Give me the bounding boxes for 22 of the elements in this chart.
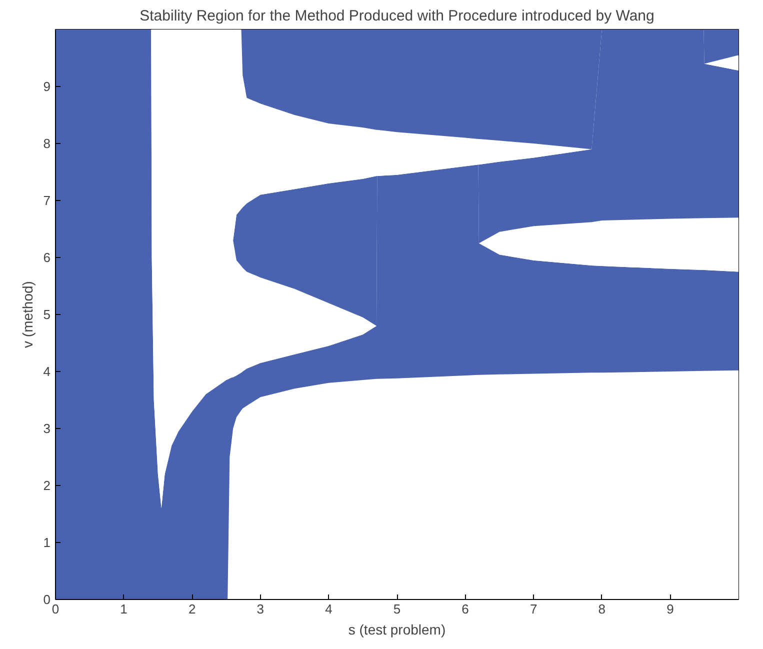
y-tick-label: 4 — [43, 364, 51, 379]
x-tick-label: 4 — [325, 602, 332, 616]
x-tick-label: 7 — [530, 602, 538, 616]
y-tick-label: 8 — [43, 136, 51, 151]
y-tick-label: 5 — [43, 307, 51, 322]
y-tick-label: 6 — [43, 250, 51, 265]
x-tick-label: 6 — [462, 602, 469, 616]
y-axis-title: v (method) — [19, 281, 36, 348]
x-tick-label: 5 — [393, 602, 401, 616]
x-tick-label: 1 — [120, 602, 128, 616]
x-axis-title: s (test problem) — [348, 622, 446, 638]
y-tick-label: 9 — [43, 79, 51, 94]
x-tick-label: 3 — [256, 602, 264, 616]
x-tick-label: 8 — [598, 602, 606, 616]
y-tick-label: 2 — [43, 478, 51, 493]
y-tick-label: 7 — [43, 193, 51, 208]
y-tick-label: 1 — [43, 535, 51, 550]
x-tick-label: 9 — [666, 602, 674, 616]
chart-title: Stability Region for the Method Produced with Procedure introduced by Wang — [140, 8, 654, 24]
x-tick-label: 2 — [188, 602, 196, 616]
y-tick-label: 3 — [43, 421, 51, 436]
y-tick-label: 0 — [43, 592, 51, 607]
